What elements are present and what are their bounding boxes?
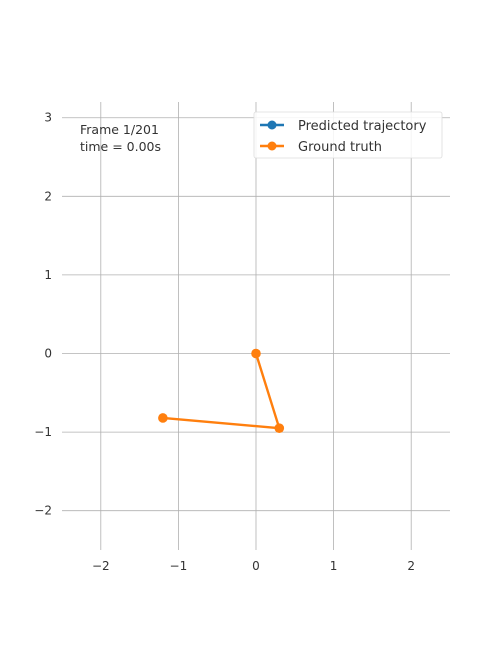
series-layer (158, 348, 285, 433)
grid (62, 102, 450, 550)
x-tick-label: 0 (252, 559, 260, 573)
legend: Predicted trajectory Ground truth (253, 111, 443, 159)
legend-marker-ground-truth (267, 141, 277, 151)
series-point-1 (274, 423, 285, 433)
tick-labels: −2 −1 0 1 2 −2 −1 0 1 2 3 (34, 111, 415, 573)
y-tick-label: 2 (44, 189, 52, 203)
x-tick-label: −1 (170, 559, 188, 573)
y-tick-label: −1 (34, 425, 52, 439)
frame-counter-text: Frame 1/201 (80, 122, 159, 137)
legend-label-ground-truth: Ground truth (298, 140, 382, 155)
y-tick-label: 1 (44, 268, 52, 282)
y-tick-label: 3 (44, 111, 52, 125)
x-tick-label: −2 (92, 559, 110, 573)
y-tick-label: 0 (44, 347, 52, 361)
annotation-frame: Frame 1/201 time = 0.00s (80, 122, 161, 154)
x-tick-label: 2 (407, 559, 415, 573)
y-tick-label: −2 (34, 504, 52, 518)
series-point-1 (158, 413, 168, 423)
series-line-1 (162, 353, 281, 430)
series-point-1 (251, 348, 261, 359)
legend-label-predicted: Predicted trajectory (298, 119, 427, 134)
time-text: time = 0.00s (80, 139, 161, 154)
x-tick-label: 1 (330, 559, 338, 573)
legend-marker-predicted (267, 120, 277, 130)
legend-box (253, 111, 443, 159)
